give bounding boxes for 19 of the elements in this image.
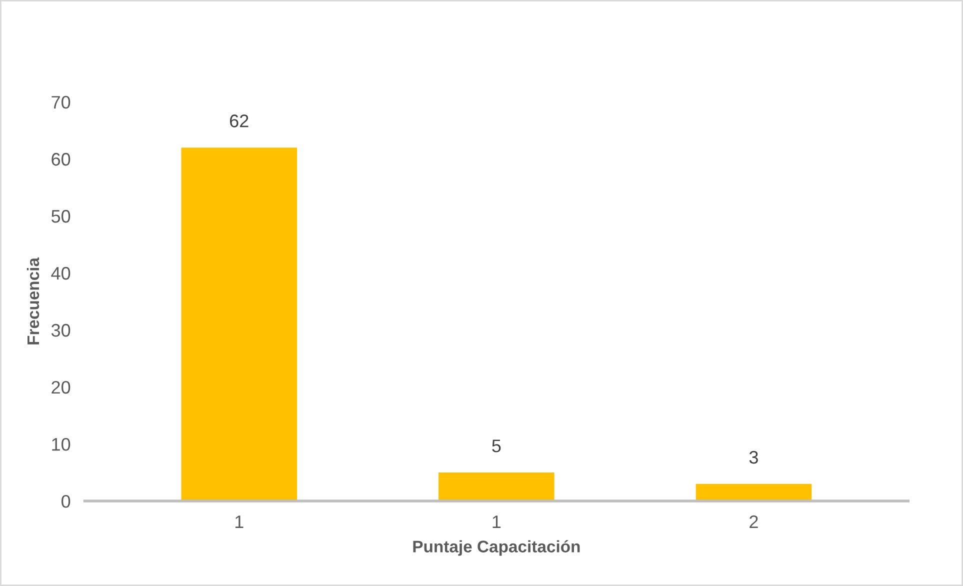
x-tick-label: 1: [492, 516, 501, 528]
y-tick-label: 10: [52, 438, 70, 451]
data-label: 3: [749, 450, 758, 464]
y-tick-label: 50: [51, 210, 70, 223]
y-axis-title: Frecuencia: [26, 257, 40, 344]
y-tick-label: 40: [51, 266, 70, 280]
bar: [181, 148, 298, 502]
y-tick-label: 30: [51, 324, 70, 337]
x-tick-label: 2: [750, 515, 758, 528]
y-tick-label: 20: [52, 380, 70, 394]
y-tick-label: 70: [52, 96, 70, 109]
bar: [696, 484, 812, 502]
x-axis-title: Puntaje Capacitación: [413, 540, 580, 556]
bar: [438, 472, 554, 502]
x-tick-label: 1: [235, 516, 244, 528]
data-label: 62: [230, 114, 248, 128]
y-tick-label: 60: [52, 152, 70, 166]
y-tick-label: 0: [62, 494, 70, 508]
data-label: 5: [492, 440, 501, 452]
